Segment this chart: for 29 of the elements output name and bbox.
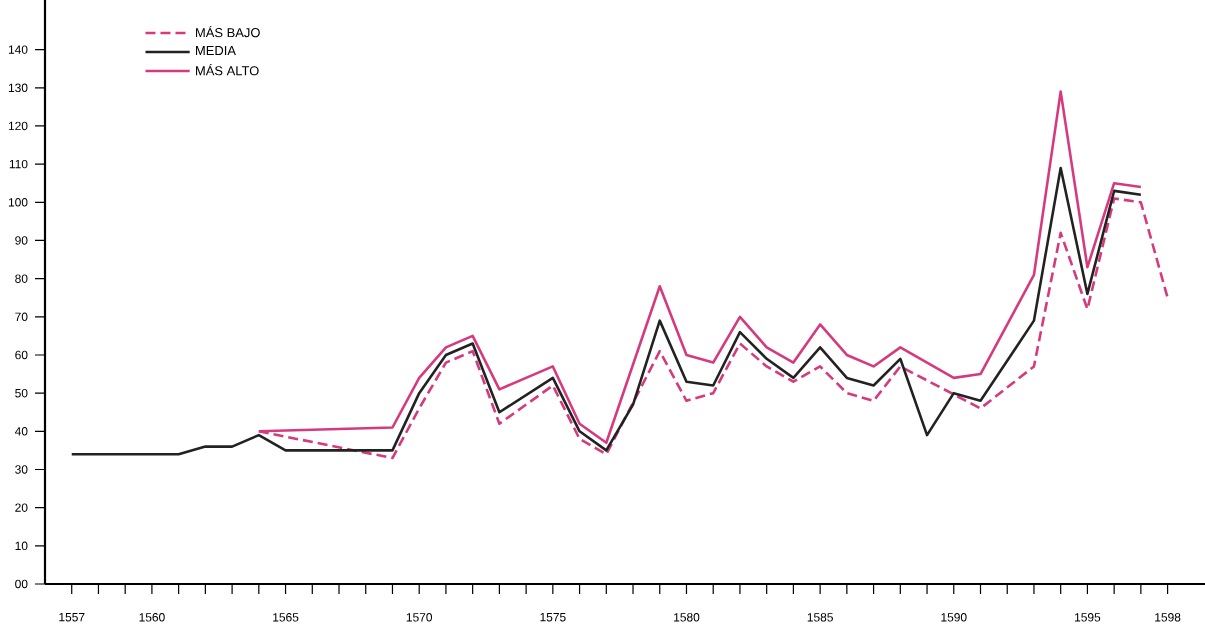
line-series [70,166,1143,456]
x-tick-label: 1565 [273,613,299,622]
x-tick-label: 1590 [941,613,967,622]
y-tick-label: 110 [9,159,28,169]
x-tick-label: 1557 [59,613,85,622]
x-tick-label: 1598 [1155,613,1181,622]
y-tick-label: 30 [15,465,28,474]
x-tick-label: 1595 [1075,613,1101,622]
y-tick-label: 20 [15,503,28,512]
y-tick-label: 120 [8,121,28,131]
x-tick-label: 1580 [674,613,700,622]
y-tick-label: 130 [8,83,28,93]
y-tick-label: 100 [8,198,28,207]
y-tick-label: 90 [15,236,28,245]
legend-label: MEDIA [196,46,236,55]
y-tick-label: 70 [15,312,28,322]
x-tick-label: 1575 [540,613,566,622]
y-tick-label: 50 [15,388,28,398]
legend-label: MÁS ALTO [196,63,259,76]
y-tick-label: 80 [15,274,28,283]
y-tick-label: 10 [15,541,28,551]
y-tick-label: 60 [15,350,28,360]
y-tick-label: 140 [8,45,28,54]
y-tick-label: 40 [14,427,28,436]
y-tick-label: 00 [15,579,28,589]
legend-label: MÁS BAJO [196,25,260,38]
x-tick-label: 1570 [406,613,433,622]
x-tick-label: 1585 [807,613,833,622]
x-tick-label: 1560 [139,613,165,622]
